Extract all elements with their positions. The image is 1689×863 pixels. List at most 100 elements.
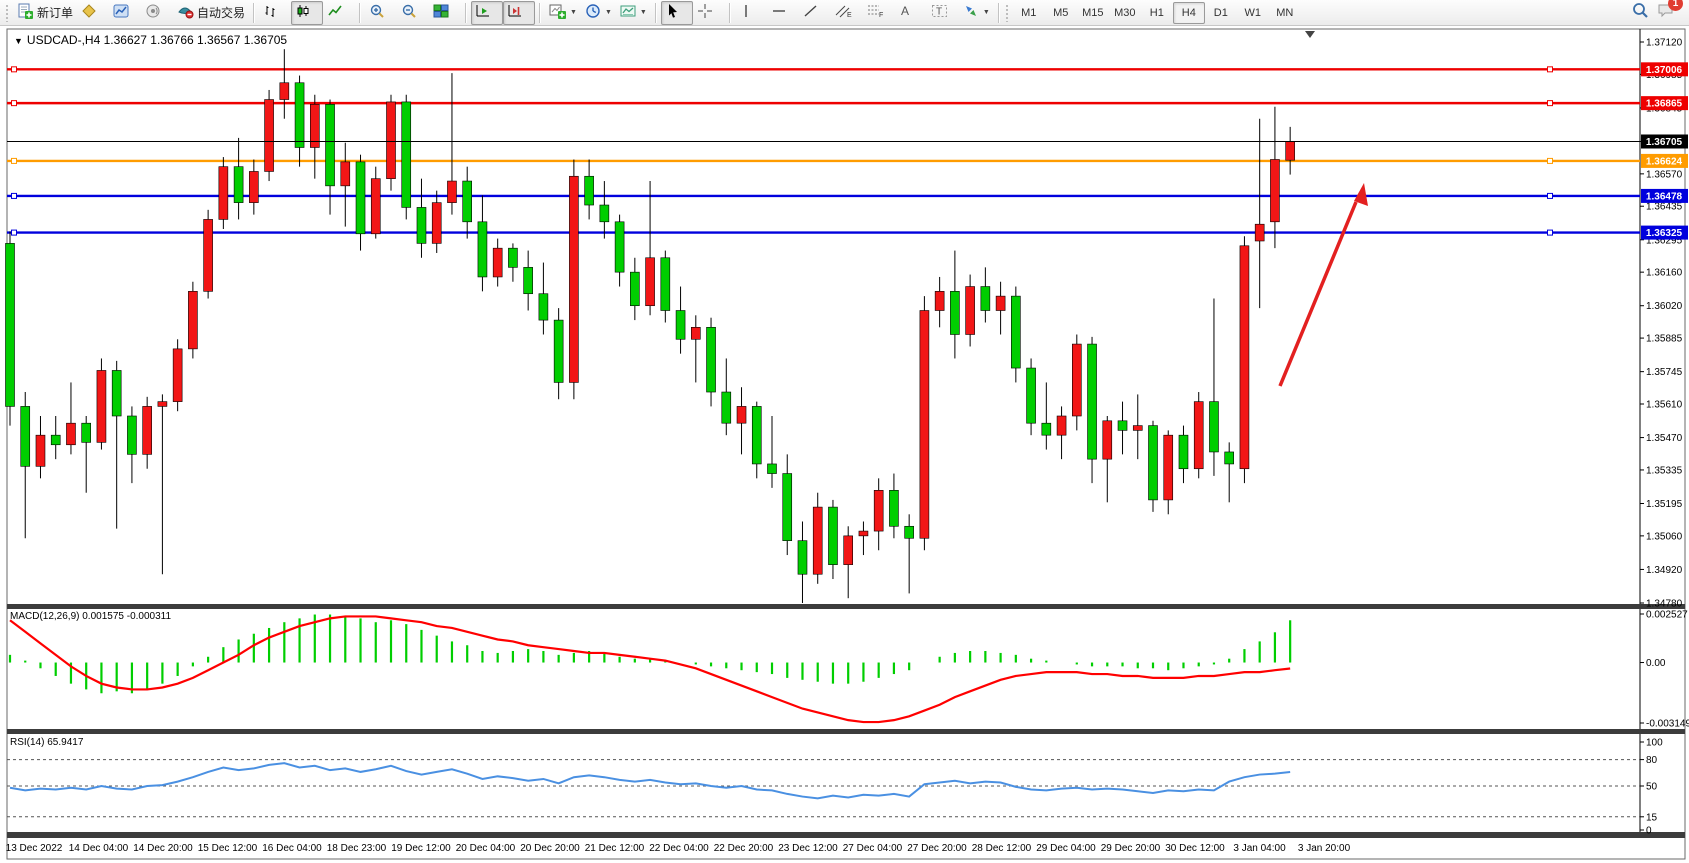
metaeditor-icon	[81, 3, 97, 22]
tab-timeframe-w1[interactable]: W1	[1244, 6, 1262, 19]
toolbar-grip[interactable]	[5, 3, 10, 22]
panel-separator[interactable]	[7, 832, 1685, 838]
macd-panel[interactable]	[8, 614, 1292, 724]
chart-shift-marker[interactable]	[1305, 31, 1315, 38]
level-handle[interactable]	[1547, 192, 1553, 199]
zoom-out-button[interactable]	[397, 1, 429, 25]
level-handle[interactable]	[11, 192, 17, 199]
chart-shift-button[interactable]	[503, 0, 536, 25]
toolbar-separator	[539, 2, 542, 23]
chart-window-button[interactable]	[109, 1, 141, 25]
macd-signal-line	[9, 615, 1291, 724]
text-button[interactable]: A	[895, 1, 927, 25]
price-tick-label: 1.35335	[1646, 465, 1683, 476]
rsi-line	[9, 762, 1291, 800]
tab-timeframe-m15[interactable]: M15	[1082, 6, 1104, 19]
fibonacci-button[interactable]: F	[863, 1, 895, 25]
price-tick-label: 1.35060	[1646, 531, 1683, 542]
chart-collapse-icon[interactable]: ▼	[14, 36, 23, 46]
tile-windows-button[interactable]	[429, 1, 461, 25]
svg-text:1.37006: 1.37006	[1646, 65, 1683, 76]
rsi-panel[interactable]	[7, 759, 1640, 818]
level-handle[interactable]	[1547, 100, 1553, 107]
zoom-in-button[interactable]	[365, 1, 397, 25]
horizontal-line-button[interactable]	[767, 1, 799, 25]
horizontal-line-icon	[771, 3, 787, 22]
time-axis-label: 14 Dec 04:00	[69, 843, 129, 854]
chevron-down-icon[interactable]: ▼	[570, 9, 577, 16]
chevron-down-icon[interactable]: ▼	[982, 9, 990, 16]
search-button[interactable]	[1631, 2, 1649, 24]
vertical-line-icon	[739, 3, 753, 22]
time-axis-label: 15 Dec 12:00	[198, 843, 258, 854]
time-axis-label: 29 Dec 20:00	[1101, 843, 1161, 854]
time-axis-label: 3 Jan 04:00	[1233, 843, 1286, 854]
time-axis-label: 19 Dec 12:00	[391, 843, 451, 854]
macd-axis-label: -0.003149	[1646, 719, 1689, 730]
toolbar-grip[interactable]	[1004, 3, 1010, 22]
price-level-badge	[1641, 134, 1688, 149]
equidistant-channel-button[interactable]: E	[831, 1, 863, 25]
text-icon: A	[899, 3, 913, 22]
svg-text:T: T	[936, 7, 942, 18]
rsi-indicator-label: RSI(14) 65.9417	[10, 737, 84, 748]
cursor-button[interactable]	[660, 0, 693, 25]
notifications-button[interactable]: 1	[1657, 0, 1683, 23]
crosshair-button[interactable]	[693, 1, 725, 25]
new-order-label: 新订单	[37, 6, 74, 20]
chart-title: ▼ USDCAD-,H4 1.36627 1.36766 1.36567 1.36…	[14, 33, 287, 47]
time-axis-label: 20 Dec 04:00	[456, 843, 516, 854]
vertical-line-button[interactable]	[735, 1, 767, 25]
new-order-button[interactable]: 新订单	[13, 1, 77, 25]
tab-timeframe-m30[interactable]: M30	[1114, 6, 1136, 19]
metaeditor-button[interactable]	[77, 1, 109, 25]
toolbar-separator	[465, 2, 468, 23]
macd-indicator-label: MACD(12,26,9) 0.001575 -0.000311	[10, 611, 172, 622]
templates-button[interactable]: ▼	[616, 1, 651, 25]
candlestick-chart-button[interactable]	[291, 0, 324, 25]
auto-trading-button[interactable]: 自动交易	[173, 1, 249, 25]
new-order-icon	[17, 3, 34, 22]
level-handle[interactable]	[1547, 157, 1553, 164]
arrows-button[interactable]: ▼	[959, 1, 994, 25]
line-chart-button[interactable]	[323, 1, 355, 25]
tab-timeframe-h4[interactable]: H4	[1172, 1, 1205, 24]
periods-button[interactable]: ▼	[581, 1, 616, 25]
auto-trading-icon	[177, 3, 194, 22]
new-chart-button[interactable]: ▼	[545, 1, 581, 25]
tab-timeframe-h1[interactable]: H1	[1149, 6, 1164, 19]
text-label-button[interactable]: T	[927, 1, 959, 25]
time-axis-label: 20 Dec 20:00	[520, 843, 580, 854]
panel-separator[interactable]	[7, 604, 1685, 609]
tab-timeframe-m5[interactable]: M5	[1053, 6, 1069, 19]
chart-canvas[interactable]: 1.371201.369851.368451.367051.365701.364…	[0, 28, 1689, 863]
tab-timeframe-m1[interactable]: M1	[1021, 6, 1037, 19]
chart-window[interactable]: 1.371201.369851.368451.367051.365701.364…	[0, 28, 1689, 863]
time-axis-label: 22 Dec 20:00	[714, 843, 774, 854]
annotation-arrow[interactable]	[1278, 183, 1368, 387]
price-tick-label: 1.36160	[1646, 268, 1683, 279]
auto-scroll-button[interactable]	[471, 0, 504, 25]
channel-icon: E	[835, 3, 853, 22]
broadcast-button[interactable]	[141, 1, 173, 25]
chart-title-text: USDCAD-,H4 1.36627 1.36766 1.36567 1.367…	[26, 33, 288, 47]
level-handle[interactable]	[11, 229, 17, 236]
rsi-axis-label: 100	[1646, 738, 1663, 749]
time-axis-label: 28 Dec 12:00	[972, 843, 1032, 854]
level-handle[interactable]	[1547, 66, 1553, 73]
bar-chart-button[interactable]	[259, 1, 291, 25]
level-handle[interactable]	[11, 157, 17, 164]
level-handle[interactable]	[11, 100, 17, 107]
horizontal-level-lines[interactable]	[7, 66, 1640, 236]
chevron-down-icon[interactable]: ▼	[604, 9, 612, 16]
tab-timeframe-d1[interactable]: D1	[1213, 6, 1228, 19]
arrows-icon	[963, 3, 979, 22]
trendline-button[interactable]	[799, 1, 831, 25]
tab-timeframe-mn[interactable]: MN	[1276, 6, 1294, 19]
price-tick-label: 1.35885	[1646, 334, 1683, 345]
panel-separator[interactable]	[7, 729, 1685, 734]
level-handle[interactable]	[1547, 229, 1553, 236]
chevron-down-icon[interactable]: ▼	[639, 9, 647, 16]
chart-shift-icon	[507, 3, 523, 22]
level-handle[interactable]	[11, 66, 17, 73]
